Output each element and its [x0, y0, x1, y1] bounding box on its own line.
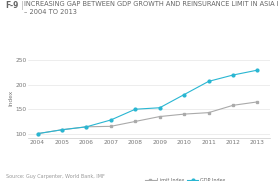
Text: |: |: [21, 1, 24, 10]
Text: Source: Guy Carpenter, World Bank, IMF: Source: Guy Carpenter, World Bank, IMF: [6, 174, 104, 179]
Legend: Limit Index, GDP Index: Limit Index, GDP Index: [143, 176, 227, 181]
Y-axis label: Index: Index: [9, 90, 14, 106]
Text: INCREASING GAP BETWEEN GDP GROWTH AND REINSURANCE LIMIT IN ASIA PACIFIC
– 2004 T: INCREASING GAP BETWEEN GDP GROWTH AND RE…: [24, 1, 278, 15]
Text: F-9: F-9: [6, 1, 19, 10]
